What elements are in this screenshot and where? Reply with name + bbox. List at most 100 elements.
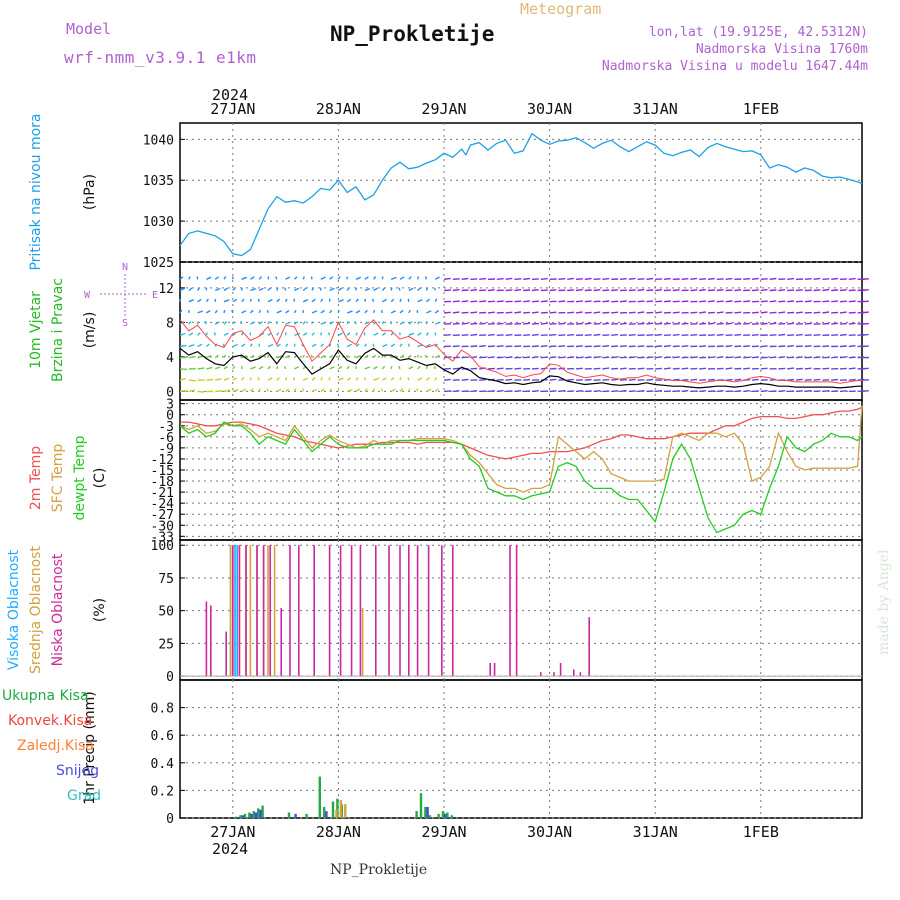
wind-arrow: [249, 388, 254, 392]
precip-legend-item: Zaledj.Kisa: [17, 738, 94, 754]
wind-arrow: [637, 322, 645, 325]
wind-arrow: [470, 333, 478, 336]
wind-arrow: [813, 311, 821, 314]
wind-arrow: [407, 298, 410, 302]
wind-arrow: [540, 322, 548, 325]
wind-arrow: [293, 309, 297, 314]
high-cloud-axis-label: Visoka Oblacnost: [6, 549, 22, 670]
wind-arrow: [258, 354, 262, 359]
wind-arrow: [646, 356, 654, 359]
wind-arrow: [373, 354, 376, 359]
wind-arrow: [223, 320, 228, 325]
wind-arrow: [337, 309, 340, 314]
wind-arrow: [707, 277, 715, 280]
wind-arrow: [839, 333, 847, 336]
wind-arrow: [223, 365, 228, 370]
pressure-tick-label: 1025: [143, 256, 174, 271]
temp-tick-label: -9: [158, 442, 174, 457]
wind-arrow: [751, 277, 759, 280]
wind-arrow: [197, 287, 200, 291]
wind-arrow: [381, 287, 386, 291]
wind-arrow: [373, 377, 380, 381]
wind-arrow: [734, 311, 742, 314]
wind-arrow: [575, 390, 583, 393]
wind-arrow: [240, 321, 243, 325]
wind-arrow: [266, 309, 269, 314]
wind-arrow: [804, 322, 812, 325]
wind-arrow: [197, 332, 201, 336]
wind-arrow: [558, 322, 566, 325]
wind-arrow: [232, 365, 236, 370]
wind-arrow: [681, 345, 689, 348]
wind-arrow: [364, 287, 371, 292]
precip-bar: [428, 815, 431, 818]
wind-arrow: [249, 377, 252, 381]
wind-arrow: [399, 343, 403, 347]
wind-arrow: [380, 388, 384, 392]
wind-arrow: [839, 390, 847, 393]
wind-arrow: [417, 321, 420, 325]
wind-arrow: [320, 388, 325, 392]
wind-arrow: [302, 287, 307, 292]
wind-arrow: [655, 356, 662, 359]
wind-arrow: [725, 322, 733, 325]
precip-bar: [331, 801, 335, 818]
wind-arrow: [241, 276, 247, 280]
wind-arrow: [540, 356, 548, 359]
wind-arrow: [672, 356, 680, 359]
wind-arrow: [311, 332, 315, 336]
wind-arrow: [382, 298, 387, 303]
wind-arrow: [637, 311, 645, 314]
wind-arrow: [294, 321, 299, 325]
wind-arrow: [628, 356, 636, 359]
wind-arrow: [338, 299, 344, 303]
wind-arrow: [479, 345, 486, 348]
wind-arrow: [549, 311, 557, 314]
wind-arrow: [699, 367, 707, 370]
wind-arrow: [743, 322, 751, 325]
wind-arrow: [514, 345, 522, 348]
wind-arrow-field: [179, 276, 870, 393]
footer-station: NP_Prokletije: [330, 862, 428, 878]
wind-arrow: [655, 390, 663, 393]
wind-arrow: [258, 276, 263, 280]
precip-bar: [437, 813, 440, 818]
wind-arrow: [584, 322, 592, 325]
wind-arrow: [267, 276, 270, 280]
wind-arrow: [707, 356, 715, 359]
wind-arrow: [398, 365, 401, 370]
wind-arrow: [311, 287, 315, 291]
compass-north: N: [122, 262, 128, 273]
wind-arrow: [258, 365, 264, 370]
wind-arrow: [346, 298, 352, 303]
wind-arrow: [338, 332, 344, 336]
wind-arrow: [646, 311, 654, 314]
wind-arrow: [637, 278, 645, 280]
wind-arrow: [540, 300, 548, 303]
cloud-tick-label: 100: [151, 539, 174, 554]
wind-arrow: [188, 276, 191, 280]
wind-arrow: [778, 345, 786, 348]
wind-arrow: [232, 388, 239, 393]
wind-arrow: [575, 278, 583, 280]
wind-arrow: [839, 345, 847, 348]
wind-arrow: [514, 390, 522, 393]
wind-arrow: [257, 377, 260, 381]
wind-arrow: [646, 300, 654, 303]
precip-bar: [235, 816, 238, 818]
precip-bar: [305, 813, 308, 818]
wind-arrow: [822, 367, 830, 370]
wind-arrow: [760, 300, 768, 303]
wind-arrow: [716, 333, 724, 336]
wind-arrow: [275, 276, 278, 280]
wind-arrow: [363, 332, 366, 336]
wind-arrow: [461, 322, 469, 325]
wind-arrow: [487, 289, 495, 292]
wind-arrow: [531, 356, 539, 359]
wind-arrow: [813, 334, 821, 336]
pressure-axis-label: Pritisak na nivou mora: [28, 113, 44, 270]
wind-arrow: [575, 300, 583, 303]
wind-arrow: [424, 354, 428, 358]
wind-arrow: [602, 378, 610, 381]
